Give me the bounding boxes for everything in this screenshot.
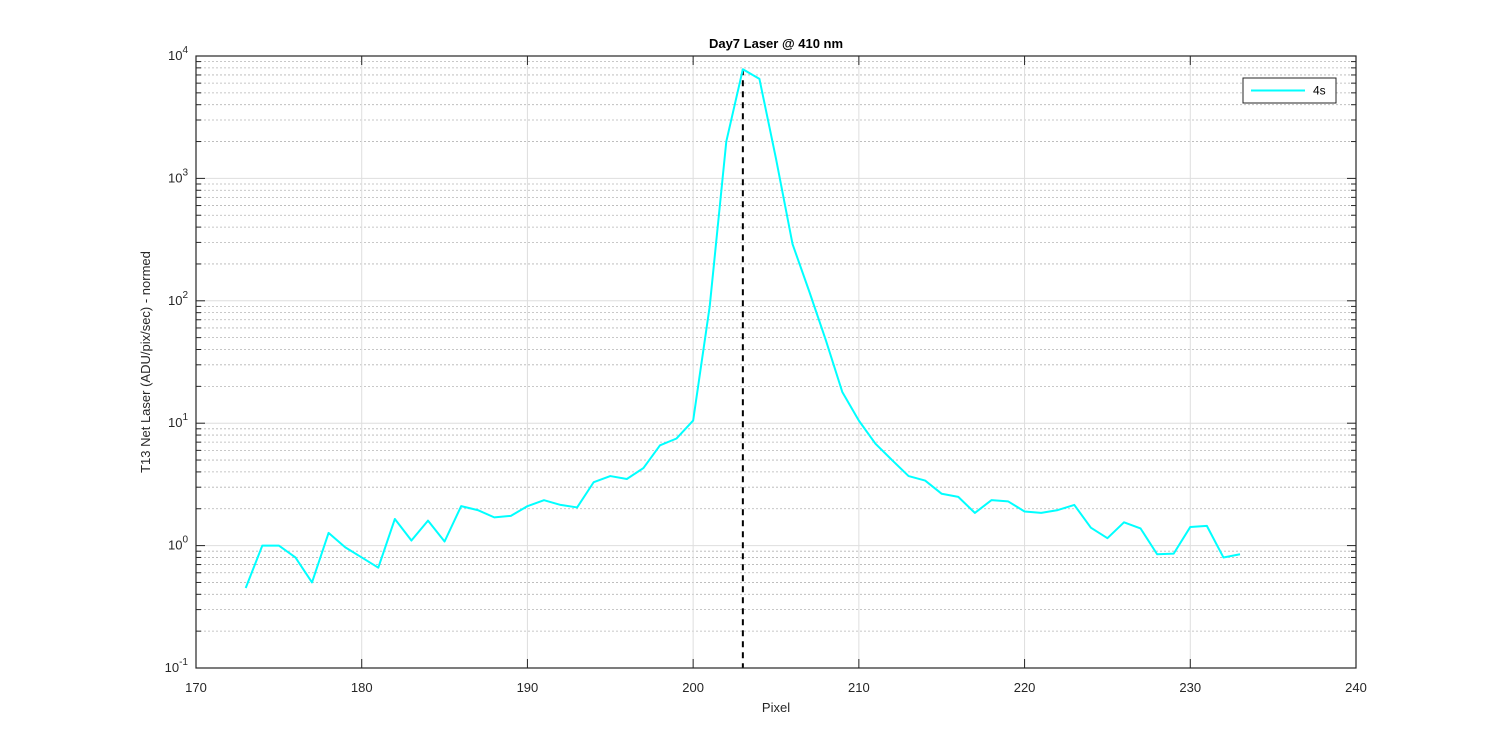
y-tick-label: 104: [168, 45, 188, 63]
y-tick-exponent: 2: [182, 290, 188, 301]
y-tick-label: 100: [168, 535, 188, 553]
y-tick-exponent: -1: [179, 657, 188, 668]
y-tick-label: 103: [168, 167, 188, 185]
chart-title: Day7 Laser @ 410 nm: [709, 36, 843, 51]
axis-ticks: [195, 55, 1357, 669]
legend-label-4s: 4s: [1313, 84, 1326, 98]
y-tick-base: 10: [168, 170, 182, 185]
y-axis-label: T13 Net Laser (ADU/pix/sec) - normed: [138, 251, 153, 473]
x-tick-label: 230: [1179, 680, 1201, 695]
y-tick-base: 10: [168, 538, 182, 553]
x-tick-label: 190: [517, 680, 539, 695]
plot-area: [196, 56, 1356, 668]
y-tick-exponent: 0: [182, 535, 188, 546]
y-tick-base: 10: [168, 48, 182, 63]
legend: 4s: [1242, 77, 1337, 104]
minor-grid: [196, 61, 1356, 632]
y-tick-base: 10: [168, 415, 182, 430]
x-tick-label: 210: [848, 680, 870, 695]
x-tick-label: 180: [351, 680, 373, 695]
y-tick-base: 10: [168, 293, 182, 308]
x-tick-label: 240: [1345, 680, 1367, 695]
y-tick-exponent: 3: [182, 167, 188, 178]
plot-frame: [195, 55, 1357, 669]
x-axis-label: Pixel: [762, 700, 790, 715]
x-tick-label: 200: [682, 680, 704, 695]
x-tick-label: 170: [185, 680, 207, 695]
x-tick-labels: 170 180 190 200 210 220 230 240: [185, 680, 1367, 695]
y-tick-exponent: 4: [182, 45, 188, 56]
x-tick-label: 220: [1014, 680, 1036, 695]
y-tick-base: 10: [165, 660, 179, 675]
y-tick-label: 101: [168, 412, 188, 430]
y-tick-exponent: 1: [182, 412, 188, 423]
series-line-4s: [244, 68, 1241, 589]
y-tick-label: 102: [168, 290, 188, 308]
y-tick-label: 10-1: [165, 657, 189, 675]
